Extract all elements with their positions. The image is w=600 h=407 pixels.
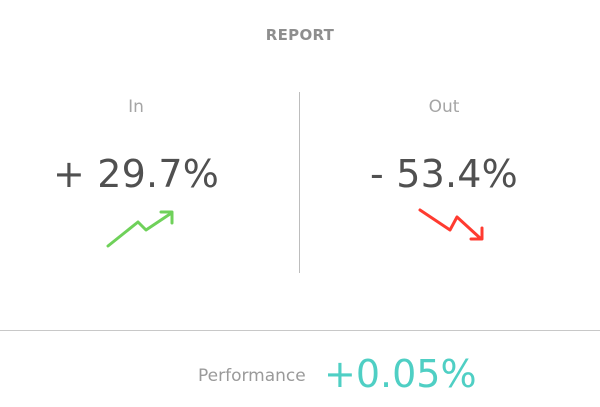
vertical-divider	[299, 92, 300, 273]
trend-up-arrow-icon	[106, 210, 174, 248]
out-panel: Out - 53.4%	[300, 90, 588, 280]
in-panel: In + 29.7%	[0, 90, 272, 280]
out-value: - 53.4%	[370, 152, 518, 196]
performance-label: Performance	[198, 366, 306, 386]
performance-value: +0.05%	[324, 352, 477, 396]
trend-down-arrow-icon	[418, 208, 484, 241]
in-value: + 29.7%	[52, 152, 220, 196]
report-title: REPORT	[265, 26, 335, 44]
horizontal-divider	[0, 330, 600, 331]
in-label: In	[128, 97, 144, 117]
out-label: Out	[428, 97, 460, 117]
performance-row: Performance +0.05%	[0, 352, 600, 398]
